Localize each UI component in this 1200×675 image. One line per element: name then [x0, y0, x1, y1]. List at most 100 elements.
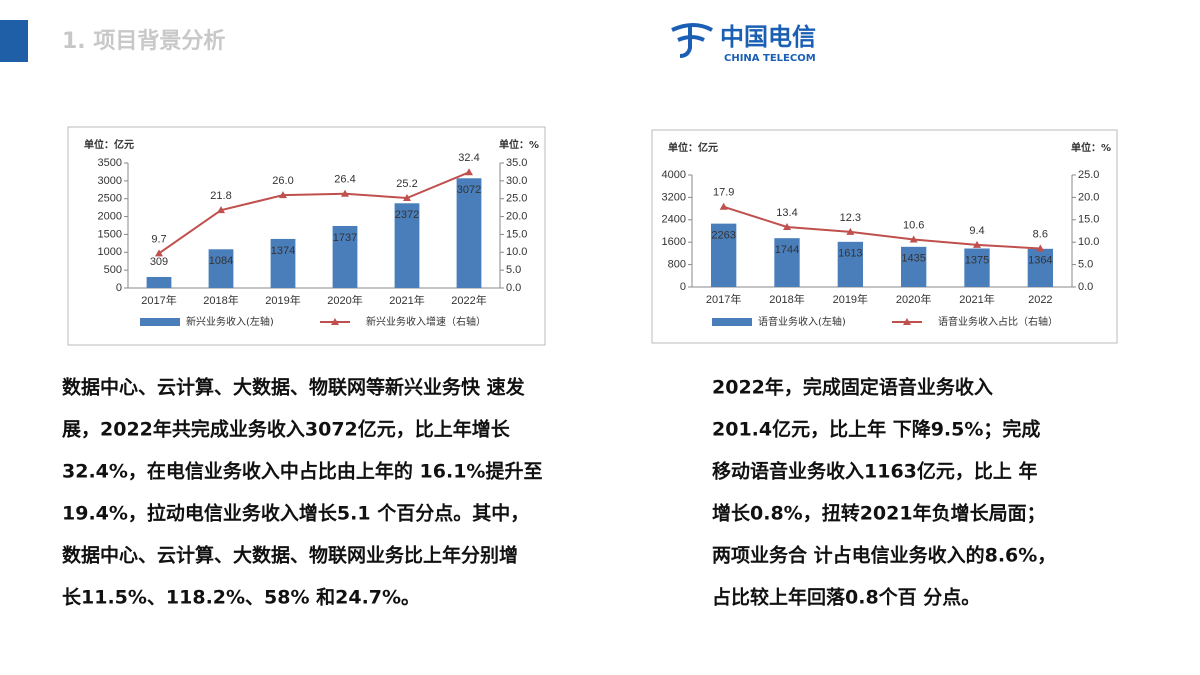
- bar-value-label: 1375: [965, 254, 989, 266]
- y-tick-label: 4000: [662, 169, 686, 181]
- y2-tick-label: 25.0: [1078, 169, 1099, 181]
- x-tick-label: 2019年: [265, 293, 300, 307]
- bar-value-label: 3072: [457, 184, 481, 196]
- x-tick-label: 2020年: [327, 293, 362, 307]
- y-tick-label: 1500: [98, 228, 122, 240]
- y-tick-label: 2500: [98, 193, 122, 205]
- bar: [332, 225, 358, 288]
- logo-mark: [671, 23, 713, 58]
- y-tick-label: 3000: [98, 175, 122, 187]
- y2-tick-label: 5.0: [1078, 259, 1093, 271]
- y-tick-label: 0: [116, 282, 122, 294]
- line-marker: [973, 240, 981, 248]
- paragraph-line: 移动语音业务收入1163亿元，比上 年: [712, 460, 1038, 483]
- x-tick-label: 2018年: [769, 292, 804, 306]
- y-tick-label: 0: [680, 281, 686, 293]
- line-value-label: 32.4: [458, 152, 479, 164]
- x-tick-label: 2018年: [203, 293, 238, 307]
- chart: 单位：亿元 单位：% 0 500 1000 1500 2000 2500 3000 3500 0.0…: [67, 126, 546, 346]
- line-value-label: 9.4: [969, 225, 984, 237]
- bar-value-label: 1374: [271, 245, 295, 257]
- x-tick-label: 2021年: [959, 292, 994, 306]
- y2-tick-label: 15.0: [1078, 214, 1099, 226]
- y-tick-label: 2400: [662, 214, 686, 226]
- y2-tick-label: 0.0: [506, 282, 521, 294]
- line-value-label: 26.0: [272, 175, 293, 187]
- bar: [456, 178, 482, 288]
- line-marker: [846, 227, 855, 235]
- header-bar: [0, 20, 28, 62]
- line-marker: [341, 189, 349, 197]
- paragraph-line: 两项业务合 计占电信业务收入的8.6%，: [712, 544, 1056, 567]
- line-marker: [719, 202, 728, 210]
- logo-text: 中国电信: [720, 23, 816, 51]
- chart: 单位：亿元 单位：% 0 800 1600 2400 3200 4000 0.0 5.0 10.0 1…: [651, 129, 1118, 344]
- legend-label: 新兴业务收入增速（右轴）: [366, 315, 486, 328]
- paragraph-line: 2022年，完成固定语音业务收入: [712, 376, 993, 399]
- line-marker: [217, 206, 225, 214]
- logo-subtext: CHINA TELECOM: [724, 53, 816, 64]
- line-marker: [155, 249, 163, 257]
- legend-swatch: [712, 318, 752, 326]
- legend-swatch: [140, 318, 180, 326]
- y2-tick-label: 20.0: [1078, 191, 1099, 203]
- line-marker: [279, 191, 287, 199]
- paragraph-line: 32.4%，在电信业务收入中占比由上年的 16.1%提升至: [62, 460, 542, 483]
- x-tick-label: 2021年: [389, 293, 424, 307]
- bar-value-label: 1737: [333, 232, 357, 244]
- legend-label: 语音业务收入(左轴): [758, 315, 846, 328]
- bar: [837, 241, 863, 287]
- y2-tick-label: 5.0: [506, 264, 521, 276]
- x-tick-label: 2020年: [896, 292, 931, 306]
- legend-marker: [903, 318, 911, 325]
- bar: [711, 223, 737, 287]
- line-value-label: 21.8: [210, 190, 231, 202]
- line-value-label: 10.6: [903, 219, 924, 231]
- y-unit: 单位：亿元: [84, 138, 134, 151]
- bar-value-label: 2372: [395, 209, 419, 221]
- bar-value-label: 2263: [711, 230, 735, 242]
- y2-tick-label: 25.0: [506, 193, 527, 205]
- bar: [964, 248, 990, 287]
- y-tick-label: 3500: [98, 157, 122, 169]
- bar-value-label: 1744: [775, 244, 799, 256]
- y2-tick-label: 30.0: [506, 175, 527, 187]
- y2-tick-label: 10.0: [506, 246, 527, 258]
- logo: 中国电信 CHINA TELECOM: [671, 23, 816, 64]
- y2-tick-label: 15.0: [506, 228, 527, 240]
- legend-label: 语音业务收入占比（右轴）: [938, 315, 1058, 328]
- bar: [394, 203, 420, 288]
- bar: [774, 238, 800, 287]
- x-tick-label: 2017年: [141, 293, 176, 307]
- line-value-label: 13.4: [776, 207, 797, 219]
- bar: [901, 246, 927, 287]
- line-marker: [909, 235, 918, 243]
- y2-tick-label: 10.0: [1078, 236, 1099, 248]
- x-tick-label: 2019年: [833, 292, 868, 306]
- paragraph-line: 增长0.8%，扭转2021年负增长局面；: [712, 502, 1046, 525]
- line-marker: [403, 194, 411, 201]
- y2-tick-label: 35.0: [506, 157, 527, 169]
- bar-value-label: 1435: [901, 253, 925, 265]
- paragraph-line: 长11.5%、118.2%、58% 和24.7%。: [62, 586, 420, 609]
- bar-value-label: 1613: [838, 248, 862, 260]
- x-tick-label: 2017年: [706, 292, 741, 306]
- line-marker: [1036, 244, 1045, 252]
- y2-unit: 单位：%: [1071, 141, 1111, 154]
- paragraph-line: 19.4%，拉动电信业务收入增长5.1 个百分点。其中，: [62, 502, 529, 525]
- line-value-label: 9.7: [151, 233, 166, 245]
- slide-title: 1. 项目背景分析: [62, 29, 225, 54]
- y-tick-label: 2000: [98, 210, 122, 222]
- y-tick-label: 1600: [662, 236, 686, 248]
- bar: [1027, 248, 1053, 287]
- x-tick-label: 2022: [1028, 294, 1052, 306]
- y-unit: 单位：亿元: [668, 141, 718, 154]
- paragraph-line: 数据中心、云计算、大数据、物联网等新兴业务快 速发: [62, 376, 526, 399]
- line: [723, 205, 1041, 250]
- line-marker: [465, 168, 473, 176]
- y2-tick-label: 0.0: [1078, 281, 1093, 293]
- legend-label: 新兴业务收入(左轴): [186, 315, 274, 328]
- bar-value-label: 1084: [209, 255, 233, 267]
